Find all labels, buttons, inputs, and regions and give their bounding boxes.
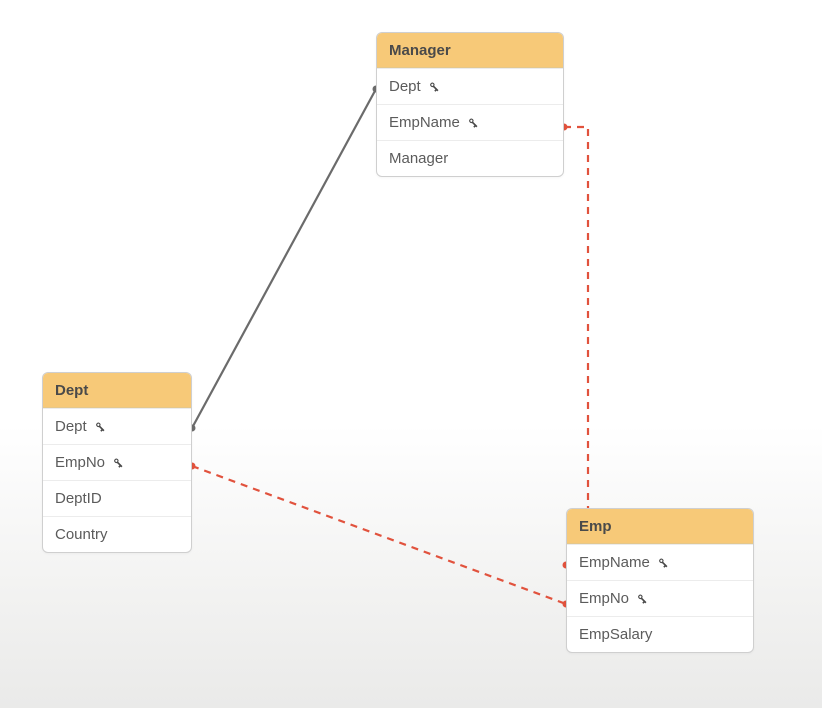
entity-field[interactable]: Dept (43, 408, 191, 444)
entity-header[interactable]: Manager (377, 33, 563, 68)
field-label: EmpSalary (579, 626, 652, 643)
key-icon (93, 421, 106, 434)
edge-manager-emp (564, 127, 588, 565)
key-icon (427, 81, 440, 94)
key-icon (466, 114, 479, 131)
edge-dept-emp (192, 466, 566, 604)
key-icon (635, 593, 648, 606)
entity-emp[interactable]: Emp EmpName EmpNo EmpSalary (566, 508, 754, 653)
key-icon (111, 457, 124, 470)
entity-field[interactable]: EmpNo (567, 580, 753, 616)
entity-dept[interactable]: Dept Dept EmpNo DeptID Country (42, 372, 192, 553)
entity-field[interactable]: Dept (377, 68, 563, 104)
field-label: EmpName (579, 554, 650, 571)
key-icon (427, 78, 440, 95)
entity-field[interactable]: EmpName (377, 104, 563, 140)
er-diagram-canvas: ManagerDeptEmpNameManagerDeptDeptEmpNoDe… (0, 0, 822, 708)
entity-field[interactable]: EmpName (567, 544, 753, 580)
key-icon (93, 418, 106, 435)
key-icon (635, 590, 648, 607)
key-icon (656, 554, 669, 571)
field-label: EmpNo (579, 590, 629, 607)
entity-field[interactable]: DeptID (43, 480, 191, 516)
edge-dept-manager (192, 89, 376, 428)
key-icon (466, 117, 479, 130)
field-label: Dept (55, 418, 87, 435)
entity-field[interactable]: EmpSalary (567, 616, 753, 652)
entity-field[interactable]: Country (43, 516, 191, 552)
entity-field[interactable]: Manager (377, 140, 563, 176)
entity-manager[interactable]: Manager Dept EmpName Manager (376, 32, 564, 177)
entity-header[interactable]: Dept (43, 373, 191, 408)
key-icon (111, 454, 124, 471)
field-label: Country (55, 526, 108, 543)
field-label: EmpName (389, 114, 460, 131)
field-label: Dept (389, 78, 421, 95)
key-icon (656, 557, 669, 570)
entity-header[interactable]: Emp (567, 509, 753, 544)
field-label: EmpNo (55, 454, 105, 471)
field-label: DeptID (55, 490, 102, 507)
field-label: Manager (389, 150, 448, 167)
entity-field[interactable]: EmpNo (43, 444, 191, 480)
